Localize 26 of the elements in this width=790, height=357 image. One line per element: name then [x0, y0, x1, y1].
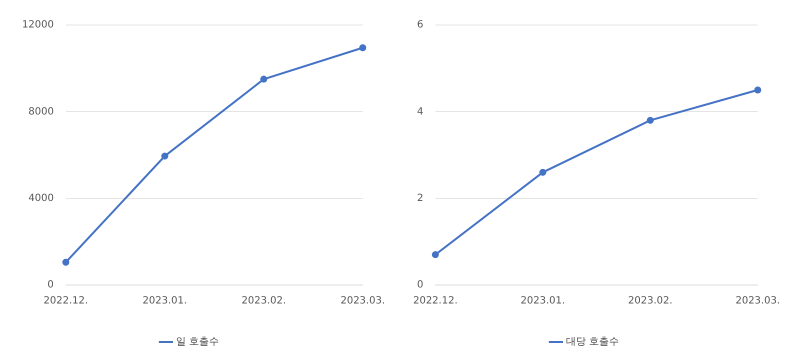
y-tick-label: 8000 — [28, 106, 54, 118]
x-tick-label: 2023.02. — [241, 296, 286, 307]
y-tick-label: 4000 — [28, 192, 54, 204]
point — [62, 258, 70, 266]
point — [432, 251, 439, 258]
point — [359, 44, 366, 52]
x-tick-label: 2023.01. — [520, 296, 566, 307]
x-tick-label: 2023.03. — [340, 296, 385, 307]
y-tick-label: 6 — [416, 20, 424, 31]
x-tick-label: 2023.01. — [142, 296, 188, 307]
legend-label: 대당 호출수 — [566, 336, 620, 348]
y-tick-label: 0 — [416, 280, 424, 291]
x-tick-label: 2023.03. — [735, 296, 780, 307]
x-tick-label: 2023.02. — [628, 296, 673, 307]
x-tick-label: 2022.12. — [44, 296, 88, 307]
x-tick-label: 2022.12. — [413, 296, 458, 307]
y-tick-label: 0 — [47, 280, 54, 291]
y-tick-label: 4 — [416, 106, 424, 118]
legend-label: 일 호출수 — [176, 336, 220, 348]
point — [539, 168, 546, 176]
y-tick-label: 2 — [416, 192, 424, 204]
point — [754, 86, 762, 94]
point — [260, 76, 268, 83]
point — [646, 116, 654, 124]
y-tick-label: 12000 — [22, 20, 54, 31]
point — [161, 152, 168, 160]
